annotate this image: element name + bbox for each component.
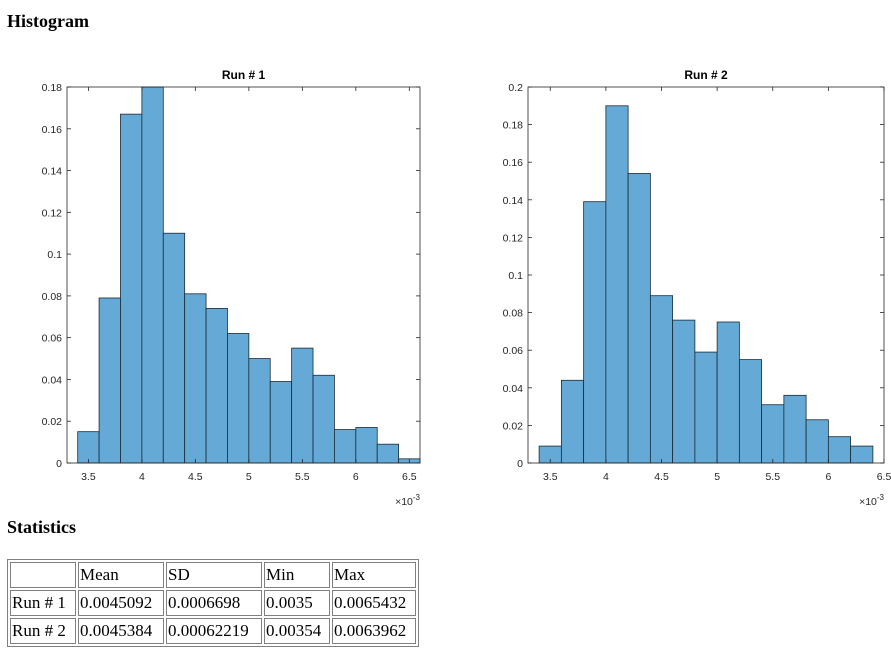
- y-tick-label: 0.12: [42, 207, 63, 219]
- y-tick-label: 0.1: [47, 249, 62, 261]
- table-cell: 0.00062219: [166, 618, 262, 644]
- x-tick-label: 5.5: [295, 471, 310, 483]
- y-tick-label: 0.08: [503, 308, 524, 320]
- x-tick-label: 5.5: [765, 471, 780, 483]
- x-tick-label: 5: [246, 471, 252, 483]
- y-tick-label: 0.1: [508, 270, 523, 282]
- x-tick-label: 3.5: [81, 471, 96, 483]
- y-tick-label: 0.16: [42, 124, 63, 136]
- x-tick-label: 5: [714, 471, 720, 483]
- histogram-charts: 00.020.040.060.080.10.120.140.160.183.5 4…: [42, 68, 891, 508]
- histogram-bar: [334, 429, 357, 464]
- y-tick-label: 0: [517, 458, 523, 470]
- table-header-cell: [10, 562, 76, 588]
- histogram-bar: [227, 333, 250, 464]
- table-row: Run # 1 0.0045092 0.0006698 0.0035 0.006…: [10, 590, 416, 616]
- table-header-cell: Max: [332, 562, 416, 588]
- histogram-bar: [162, 232, 186, 464]
- statistics-heading: Statistics: [7, 517, 76, 537]
- y-tick-label: 0.02: [503, 420, 524, 432]
- histogram-bar: [716, 321, 740, 464]
- histogram-bar: [77, 431, 100, 464]
- histogram-bar: [291, 347, 314, 464]
- histogram-bar: [672, 319, 696, 464]
- histogram-heading: Histogram: [7, 11, 89, 31]
- histogram-bar: [269, 381, 293, 464]
- histogram-bar: [694, 351, 718, 464]
- histogram-bar: [827, 436, 852, 464]
- y-tick-label: 0.14: [503, 195, 524, 207]
- histogram-bar: [141, 86, 164, 464]
- histogram-bar: [627, 173, 651, 464]
- x-tick-label: 6.5: [402, 471, 417, 483]
- y-tick-label: 0.12: [503, 232, 524, 244]
- y-tick-label: 0.06: [503, 345, 524, 357]
- y-tick-label: 0: [56, 458, 62, 470]
- y-tick-label: 0.2: [508, 82, 523, 94]
- histogram-bar: [783, 394, 807, 464]
- table-cell: Run # 2: [10, 618, 76, 644]
- table-cell: 0.0035: [264, 590, 330, 616]
- table-cell: 0.0006698: [166, 590, 262, 616]
- table-cell: 0.0045092: [78, 590, 164, 616]
- x-multiplier-label: ×10-3: [859, 493, 884, 508]
- histogram-bar: [312, 374, 335, 464]
- x-tick-label: 4.5: [654, 471, 669, 483]
- x-tick-label: 4: [603, 471, 609, 483]
- axes-box: [66, 86, 421, 464]
- table-cell: 0.00354: [264, 618, 330, 644]
- histogram-bar: [560, 379, 585, 464]
- x-tick-label: 4: [139, 471, 145, 483]
- y-tick-label: 0.06: [42, 333, 63, 345]
- histogram-bar: [649, 295, 674, 464]
- y-tick-label: 0.18: [42, 82, 63, 94]
- histogram-bar: [248, 358, 271, 464]
- chart-title: Run # 2: [684, 68, 728, 82]
- x-tick-label: 6: [353, 471, 359, 483]
- table-cell: 0.0045384: [78, 618, 164, 644]
- table-header-cell: SD: [166, 562, 262, 588]
- y-tick-label: 0.16: [503, 157, 524, 169]
- y-tick-label: 0.18: [503, 120, 524, 132]
- x-tick-label: 6: [825, 471, 831, 483]
- histogram-bar: [605, 105, 629, 464]
- table-row: Run # 2 0.0045384 0.00062219 0.00354 0.0…: [10, 618, 416, 644]
- x-tick-label: 4.5: [188, 471, 203, 483]
- x-tick-label: 6.5: [877, 471, 891, 483]
- chart-title: Run # 1: [222, 68, 266, 82]
- histogram-bar: [98, 297, 121, 464]
- y-tick-label: 0.04: [503, 383, 524, 395]
- histogram-bar: [355, 427, 378, 464]
- table-cell: 0.0065432: [332, 590, 416, 616]
- y-tick-label: 0.04: [42, 374, 63, 386]
- y-tick-label: 0.08: [42, 291, 63, 303]
- table-header-cell: Mean: [78, 562, 164, 588]
- x-tick-label: 3.5: [543, 471, 558, 483]
- histogram-bar: [205, 308, 228, 464]
- y-tick-label: 0.02: [42, 416, 63, 428]
- histogram-bar: [738, 359, 763, 464]
- histogram-bar: [850, 445, 874, 464]
- table-header-cell: Min: [264, 562, 330, 588]
- table-cell: Run # 1: [10, 590, 76, 616]
- y-tick-label: 0.14: [42, 166, 63, 178]
- table-cell: 0.0063962: [332, 618, 416, 644]
- histogram-bar: [184, 293, 207, 464]
- histogram-bar: [583, 201, 607, 464]
- histogram-bar: [761, 404, 785, 464]
- histogram-bar: [805, 419, 829, 464]
- histogram-bar: [120, 113, 143, 464]
- statistics-table: Mean SD Min Max Run # 1 0.0045092 0.0006…: [7, 559, 419, 647]
- histogram-bar: [376, 443, 400, 464]
- table-header-row: Mean SD Min Max: [10, 562, 416, 588]
- x-multiplier-label: ×10-3: [395, 493, 420, 508]
